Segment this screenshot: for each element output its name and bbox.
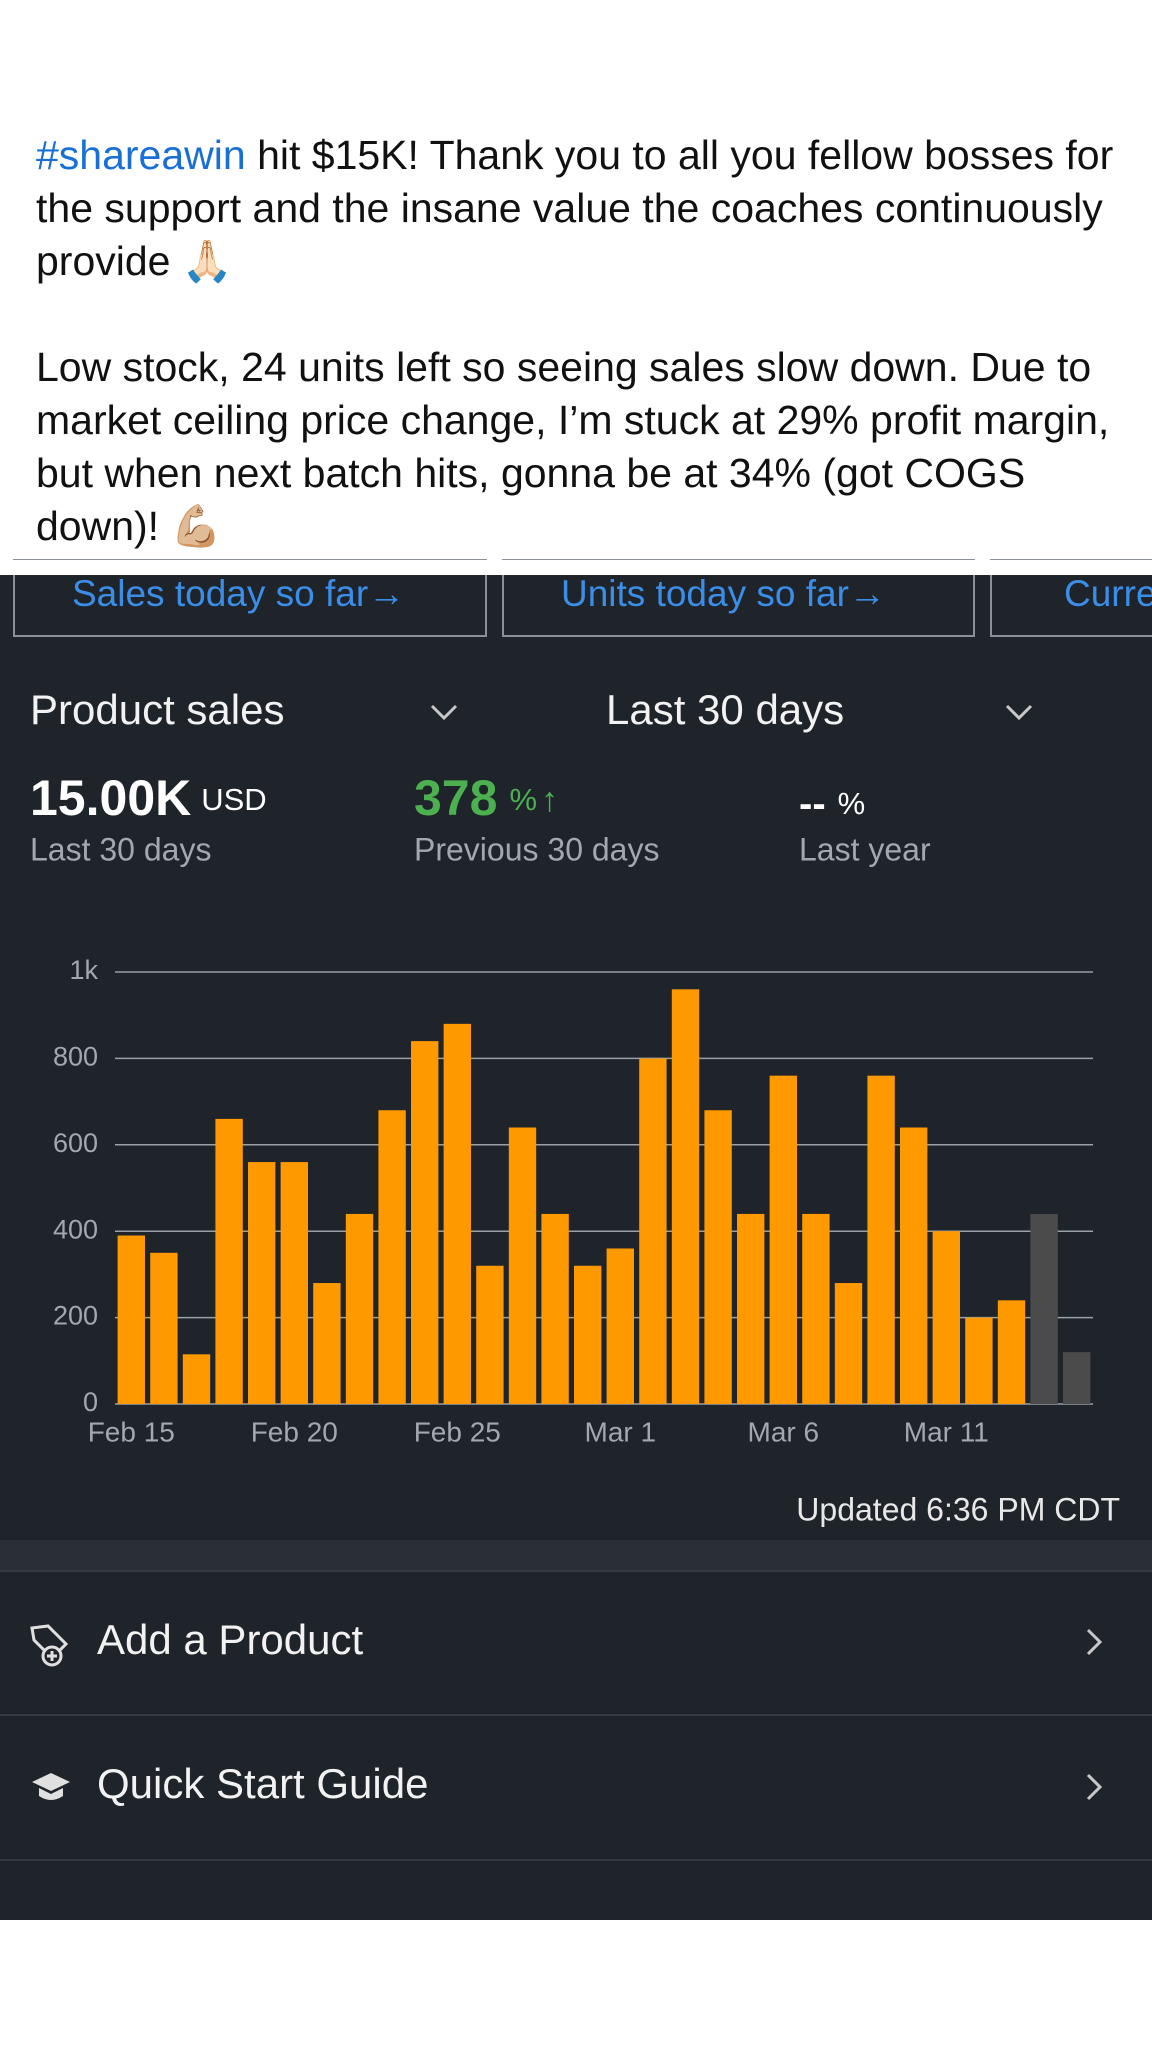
tab-label[interactable]: Curre [1064, 573, 1152, 614]
x-tick-label: Feb 25 [414, 1416, 501, 1447]
x-tick-label: Mar 6 [748, 1416, 820, 1447]
bar [508, 1127, 537, 1404]
panel [0, 575, 1152, 1920]
y-tick-label: 0 [83, 1387, 98, 1417]
post-paragraph: Low stock, 24 units left so seeing sales… [36, 344, 1110, 549]
cap-icon [32, 1773, 70, 1800]
stat-unit: USD [201, 782, 266, 817]
stat-label: Previous 30 days [414, 831, 659, 867]
menu-item[interactable]: Add a Product [97, 1616, 364, 1663]
bar [411, 1041, 439, 1404]
section-gap [0, 1540, 1152, 1570]
bar [900, 1127, 928, 1404]
y-tick-label: 400 [53, 1214, 98, 1244]
y-tick-label: 1k [69, 955, 98, 985]
stat-number: 378 [414, 770, 497, 826]
x-tick-label: Mar 1 [585, 1416, 657, 1447]
post-paragraph: #shareawin hit $15K! Thank you to all yo… [36, 129, 1126, 288]
bar [345, 1213, 374, 1404]
stat-value: 15.00K USD [30, 770, 267, 826]
bar [1030, 1213, 1058, 1404]
bar [117, 1235, 145, 1404]
bar [997, 1300, 1026, 1404]
updated-time: Updated 6:36 PM CDT [796, 1491, 1120, 1527]
metric-selector[interactable]: Product sales [30, 686, 284, 733]
chevron[interactable] [1086, 1628, 1103, 1656]
bar [574, 1265, 602, 1404]
chevron[interactable] [1005, 704, 1033, 721]
stat-value: --% [799, 782, 865, 826]
bar [215, 1118, 243, 1404]
y-tick-label: 800 [53, 1042, 98, 1072]
menu-item[interactable]: Quick Start Guide [97, 1760, 428, 1807]
bar [476, 1265, 504, 1404]
x-tick-label: Mar 11 [904, 1416, 989, 1447]
chart: 0 200 400 600 800 1k Feb 15 Feb 20 Feb 25 Mar 1 Ma… [53, 955, 1093, 1447]
chevron[interactable] [1086, 1773, 1103, 1801]
stat-unit: % [838, 786, 866, 821]
stat-value: 378% ↑ [414, 770, 558, 826]
bar [313, 1283, 341, 1404]
bar [802, 1213, 830, 1404]
bar [378, 1110, 406, 1404]
post-line: hit $15K! Thank you to all you fellow bo… [36, 132, 1114, 284]
bar [182, 1354, 211, 1404]
clip [0, 560, 1152, 575]
bar [932, 1231, 960, 1404]
stat-unit: % [509, 782, 537, 817]
bar [639, 1058, 667, 1404]
post-text: #shareawin hit $15K! Thank you to all yo… [36, 129, 1126, 606]
tab-label[interactable]: Units today so far→ [561, 573, 886, 614]
bar [737, 1213, 765, 1404]
stat-number: 15.00K [30, 770, 191, 826]
stat-label: Last 30 days [30, 831, 211, 867]
bar [280, 1162, 308, 1404]
x-tick-label: Feb 20 [251, 1416, 338, 1447]
bar [769, 1075, 797, 1404]
bar [150, 1252, 178, 1404]
hashtag[interactable]: #shareawin [36, 132, 246, 178]
bar [965, 1317, 993, 1404]
bar [606, 1248, 634, 1404]
tag-icon [30, 1624, 69, 1667]
bar [248, 1162, 276, 1404]
x-tick-label: Feb 15 [88, 1416, 175, 1447]
stat-number: -- [799, 782, 826, 826]
bar [867, 1075, 895, 1404]
period-selector[interactable]: Last 30 days [606, 686, 844, 733]
stat-label: Last year [799, 831, 931, 867]
y-tick-label: 600 [53, 1128, 98, 1158]
tab-label[interactable]: Sales today so far→ [72, 573, 405, 614]
bar [1063, 1352, 1091, 1404]
bar [671, 989, 700, 1404]
bar [541, 1213, 569, 1404]
bar [704, 1110, 732, 1404]
y-tick-label: 200 [53, 1301, 98, 1331]
bar [834, 1283, 863, 1404]
bar [443, 1023, 471, 1404]
chevron[interactable] [430, 704, 458, 721]
stat-arrow: ↑ [541, 781, 558, 819]
